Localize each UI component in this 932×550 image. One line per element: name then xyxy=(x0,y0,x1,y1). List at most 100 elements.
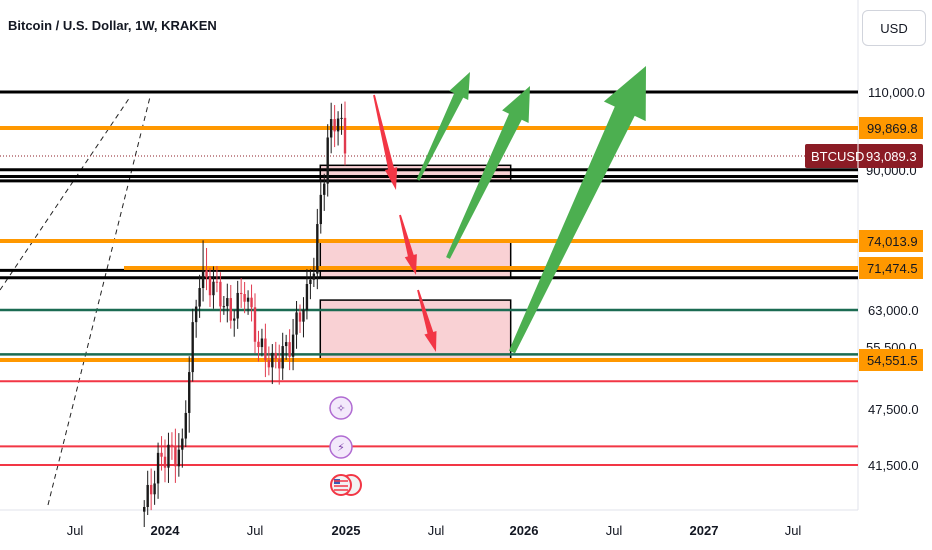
trend-line-lower xyxy=(47,96,151,506)
arrow-down-3 xyxy=(417,289,437,352)
x-tick-label: 2024 xyxy=(151,523,181,538)
candle-body xyxy=(233,318,236,321)
candle-body xyxy=(281,346,284,369)
event-lightning-icon-glyph: ⚡ xyxy=(337,441,345,454)
arrow-down-1 xyxy=(373,94,398,190)
candle-body xyxy=(201,270,205,289)
y-tick-label: 41,500.0 xyxy=(868,458,919,473)
price-badge xyxy=(859,257,923,279)
candle-body xyxy=(305,283,309,311)
x-tick-label: Jul xyxy=(606,523,623,538)
candle-body xyxy=(149,484,153,495)
arrow-up-3 xyxy=(509,66,646,354)
x-tick-label: Jul xyxy=(785,523,802,538)
candle-body xyxy=(156,452,160,484)
candle-body xyxy=(174,446,177,467)
candle-body xyxy=(246,297,250,302)
candle-body xyxy=(239,292,243,295)
y-tick-label: 63,000.0 xyxy=(868,303,919,318)
currency-selector[interactable]: USD xyxy=(862,10,926,46)
candle-body xyxy=(177,449,181,467)
price-badge xyxy=(859,117,923,139)
candle-body xyxy=(274,352,277,360)
candle-body xyxy=(205,270,208,278)
candle-body xyxy=(329,119,333,138)
candle-body xyxy=(163,456,167,468)
candle-body xyxy=(323,183,326,195)
candle-body xyxy=(188,372,191,413)
event-lightning-icon xyxy=(329,435,353,459)
candle-body xyxy=(250,297,253,308)
x-tick-label: Jul xyxy=(428,523,445,538)
arrow-down-2 xyxy=(399,214,417,275)
candle-body xyxy=(343,117,347,154)
candle-body xyxy=(326,137,329,184)
candle-body xyxy=(253,307,257,342)
trend-line-upper xyxy=(0,96,131,291)
candle-body xyxy=(160,452,163,457)
candle-body xyxy=(208,277,212,296)
event-idea-icon xyxy=(329,396,353,420)
candle-body xyxy=(271,352,274,368)
price-badge-label: 54,551.5 xyxy=(867,353,918,368)
x-tick-label: Jul xyxy=(67,523,84,538)
price-badge-label: 74,013.9 xyxy=(867,234,918,249)
candle-body xyxy=(312,273,316,280)
chart-title: Bitcoin / U.S. Dollar, 1W, KRAKEN xyxy=(8,18,217,33)
x-tick-label: Jul xyxy=(247,523,264,538)
candle-body xyxy=(243,294,246,302)
candle-body xyxy=(191,322,194,373)
candle-body xyxy=(194,306,198,323)
x-tick-label: 2027 xyxy=(690,523,719,538)
x-tick-label: 2025 xyxy=(332,523,361,538)
candle-body xyxy=(319,194,322,225)
candle-body xyxy=(146,484,149,507)
candle-body xyxy=(260,338,264,348)
candle-body xyxy=(184,412,187,439)
candle-body xyxy=(167,444,170,468)
candle-body xyxy=(284,342,288,347)
y-tick-label: 47,500.0 xyxy=(868,402,919,417)
candle-body xyxy=(212,281,215,296)
candle-body xyxy=(316,224,319,274)
arrow-up-2 xyxy=(446,86,530,259)
price-badge-label: 99,869.8 xyxy=(867,121,918,136)
candle-body xyxy=(267,360,271,368)
candle-body xyxy=(336,118,340,132)
candle-body xyxy=(226,298,229,307)
candle-body xyxy=(170,444,174,447)
candle-body xyxy=(222,306,226,308)
candle-body xyxy=(298,312,302,322)
last-price-symbol: BTCUSD xyxy=(811,149,864,164)
price-badge xyxy=(859,230,923,252)
arrow-up-1 xyxy=(416,72,470,181)
candle-body xyxy=(288,342,291,357)
candle-body xyxy=(215,281,219,283)
price-badge-label: 71,474.5 xyxy=(867,261,918,276)
x-tick-label: 2026 xyxy=(510,523,539,538)
candle-body xyxy=(333,119,336,132)
event-idea-icon-glyph: ✧ xyxy=(336,402,345,415)
candle-body xyxy=(302,310,305,322)
candle-body xyxy=(219,281,222,307)
candle-body xyxy=(198,288,201,307)
candle-body xyxy=(153,483,156,495)
candle-body xyxy=(340,117,343,119)
candle-body xyxy=(264,338,267,361)
price-badge xyxy=(859,349,923,371)
us-flag-icon xyxy=(330,474,352,496)
candle-body xyxy=(143,507,146,512)
candle-body xyxy=(291,334,295,357)
y-tick-label: 110,000.0 xyxy=(868,85,925,100)
candle-body xyxy=(236,292,239,319)
candle-body xyxy=(278,359,281,369)
candle-body xyxy=(295,312,298,335)
candle-body xyxy=(181,438,184,450)
last-price-badge xyxy=(805,144,923,168)
candle-body xyxy=(229,298,232,321)
candle-body xyxy=(309,279,312,284)
last-price-value: 93,089.3 xyxy=(866,149,917,164)
candle-body xyxy=(257,341,260,348)
